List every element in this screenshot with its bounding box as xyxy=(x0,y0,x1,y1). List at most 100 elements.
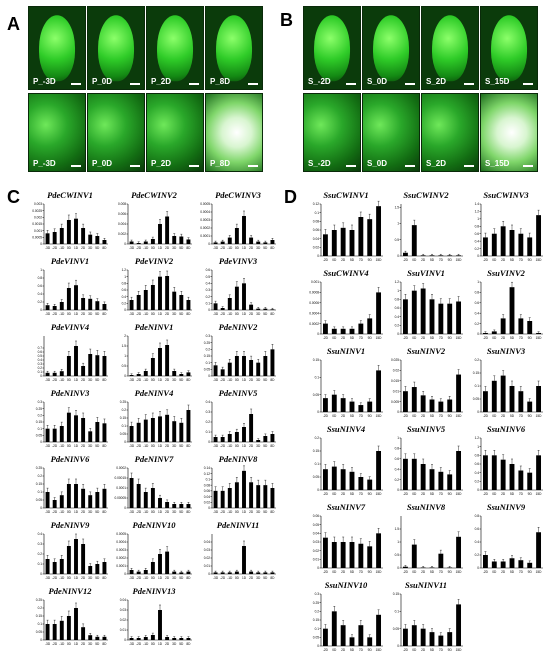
bar xyxy=(482,237,488,256)
chart-plot: 0 0.0001 0.0002 0.0003 0.0004 0.0005 -3D -2D -1D… xyxy=(116,532,192,580)
y-tick-label: 0.06 xyxy=(204,489,210,493)
x-tick-label: 2D xyxy=(341,492,346,496)
y-tick-label: 0 xyxy=(397,410,399,414)
bar xyxy=(213,303,218,310)
y-tick-label: 0.02 xyxy=(313,549,319,553)
y-tick-label: 1 xyxy=(397,436,399,440)
scale-bar xyxy=(248,165,258,167)
y-tick-label: 0.6 xyxy=(395,457,400,461)
bar xyxy=(81,488,86,508)
chart-title: SsuCWINV1 xyxy=(323,190,369,200)
bar xyxy=(518,560,524,568)
y-tick-label: 0.4 xyxy=(38,532,43,536)
bar xyxy=(52,306,57,310)
chart-title: SsuNINV9 xyxy=(486,502,526,512)
x-tick-label: 5D xyxy=(95,312,100,316)
y-tick-label: 0.05 xyxy=(313,523,319,527)
x-tick-label: 9D xyxy=(368,414,373,418)
bar xyxy=(59,371,64,376)
y-tick-label: 0 xyxy=(208,572,210,576)
x-tick-label: 0D xyxy=(412,336,417,340)
y-tick-label: 0.002 xyxy=(34,216,42,220)
bar xyxy=(256,572,261,574)
x-tick-label: 8D xyxy=(270,246,275,250)
bar-chart-SsuCWINV1: SsuCWINV1 0 0.02 0.04 0.06 0.08 0.1 0.12 -2D 0D 2D… xyxy=(307,190,385,264)
bar xyxy=(136,295,141,310)
bar xyxy=(518,318,524,334)
chart-plot: 0 0.01 0.02 0.03 0.04 -3D -2D -1D 0D 1D 2D 3D 5D 8D xyxy=(204,534,276,580)
bar-chart-SsuNINV4: SsuNINV4 0 0.05 0.1 0.15 0.2 -2D 0D 2D 5D 7D 9D 15D xyxy=(307,424,385,498)
x-tick-label: 5D xyxy=(350,648,355,652)
bar xyxy=(263,436,268,442)
tissue-section-image xyxy=(206,94,262,171)
bar xyxy=(349,542,355,568)
chart-plot: 00.10.20.30.40.50.60.7 -3D -2D -1D 0D 1D 2D 3D 5… xyxy=(38,336,108,382)
chart-title: SsuNINV10 xyxy=(324,580,368,590)
x-tick-label: 8D xyxy=(102,576,107,580)
bar xyxy=(322,628,328,646)
bar xyxy=(74,285,78,310)
y-tick-label: 0 xyxy=(477,410,479,414)
y-tick-label: 0.7 xyxy=(38,346,43,350)
x-tick-label: -2D xyxy=(52,312,58,316)
bar xyxy=(358,323,364,334)
bar xyxy=(88,635,93,640)
y-tick-label: 0.8 xyxy=(475,514,480,518)
y-tick-label: 0.25 xyxy=(36,466,42,470)
y-tick-label: 0.03 xyxy=(204,548,210,552)
y-tick-label: 0.1 xyxy=(315,627,320,631)
chart-plot: 0 0.05 0.1 0.15 0.2 0.25 -3D -2D -1D 0D 1D 2D 3D 5D 8D xyxy=(120,400,192,448)
x-tick-label: -3D xyxy=(213,576,219,580)
bar xyxy=(95,492,100,508)
chart-plot: 0 0.05 0.1 0.15 -2D 0D 2D 5D 7D 9D 15D xyxy=(393,592,463,652)
chart-plot: 0 0.05 0.1 0.15 0.2 0.25 -3D -2D -1D 0D 1D 2D 3D 5D 8D xyxy=(36,466,108,514)
y-tick-label: 0.15 xyxy=(313,449,319,453)
y-tick-label: 0.1 xyxy=(315,376,320,380)
bar xyxy=(45,372,50,376)
y-tick-label: 0.0005 xyxy=(116,532,126,536)
bar xyxy=(376,451,382,490)
scale-bar xyxy=(71,83,81,85)
y-tick-label: 0.12 xyxy=(313,202,319,206)
bar xyxy=(420,464,426,490)
bar xyxy=(340,398,346,412)
bar xyxy=(438,401,444,412)
bar xyxy=(158,348,162,376)
bar xyxy=(66,288,71,310)
bar-chart-SsuNINV3: SsuNINV3 0 0.05 0.1 0.15 0.2 -2D 0D 2D 5D 7D 9D 15D xyxy=(467,346,545,420)
bar xyxy=(242,356,246,376)
micrograph-bottom: P_2D xyxy=(146,93,204,172)
x-tick-label: 1D xyxy=(242,510,247,514)
y-tick-label: 0.2 xyxy=(475,480,480,484)
x-tick-label: 2D xyxy=(341,258,346,262)
chart-title: SsuNINV5 xyxy=(406,424,446,434)
bar xyxy=(491,380,497,412)
x-tick-label: 5D xyxy=(263,246,268,250)
chart-plot: 0 0.05 0.1 0.15 0.2 0.25 0.3 -2D 0D 2D 5D 7D 9D 15D xyxy=(313,592,383,652)
y-tick-label: 0.002 xyxy=(118,232,126,236)
x-tick-label: 8D xyxy=(102,444,107,448)
bar xyxy=(242,546,246,574)
y-tick-label: 0.2 xyxy=(38,552,43,556)
y-tick-label: 0.3 xyxy=(206,410,211,414)
scale-bar xyxy=(346,165,356,167)
micrograph-label: S_15D xyxy=(485,159,510,168)
y-tick-label: 0.0003 xyxy=(200,218,210,222)
chart-title: PdeVINV3 xyxy=(218,256,258,266)
x-tick-label: -1D xyxy=(59,642,65,646)
bar xyxy=(74,608,78,640)
y-tick-label: 0.2 xyxy=(38,300,43,304)
x-tick-label: 2D xyxy=(421,336,426,340)
x-tick-label: 15D xyxy=(536,258,543,262)
bar xyxy=(256,485,261,508)
bar xyxy=(102,562,107,574)
bar-chart-SsuNINV1: SsuNINV1 0 0.05 0.1 0.15 -2D 0D 2D 5D 7D 9D 15D xyxy=(307,346,385,420)
x-tick-label: 5D xyxy=(179,378,184,382)
x-tick-label: 15D xyxy=(536,336,543,340)
x-tick-label: 1D xyxy=(74,444,79,448)
y-tick-label: 0.05 xyxy=(393,627,399,631)
bar xyxy=(456,374,462,412)
y-tick-label: 0.6 xyxy=(206,268,211,272)
bar xyxy=(429,299,435,334)
y-tick-label: 0.05 xyxy=(313,636,319,640)
